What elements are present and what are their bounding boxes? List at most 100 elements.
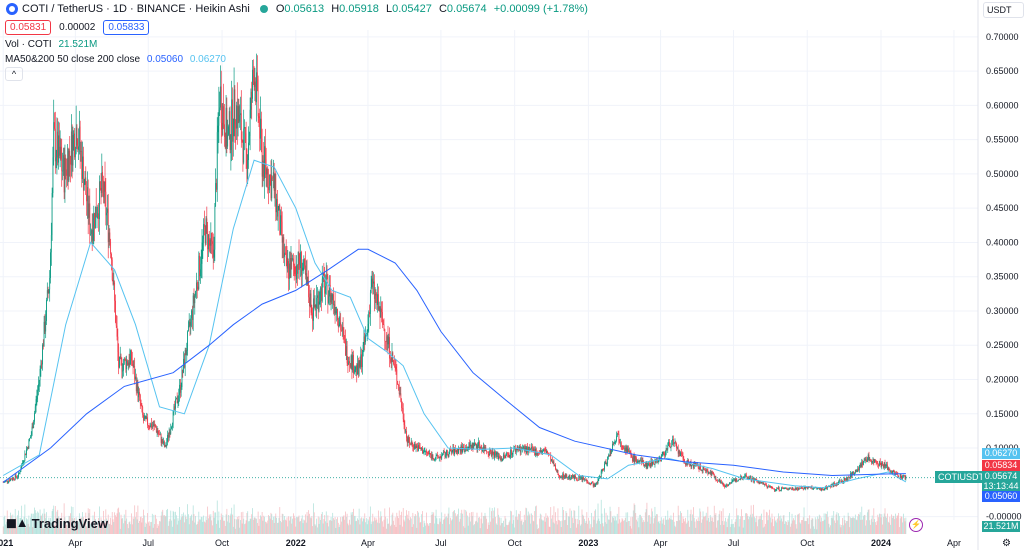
candle-body: [48, 289, 50, 293]
candle-body: [640, 459, 641, 461]
volume-bar: [363, 519, 365, 534]
volume-bar: [276, 523, 278, 534]
volume-bar: [263, 515, 265, 534]
candle-body: [475, 444, 477, 446]
volume-bar: [811, 517, 813, 534]
candle-body: [617, 433, 619, 435]
candle-body: [414, 443, 416, 449]
candle-body: [566, 474, 568, 478]
volume-bar: [460, 513, 462, 534]
candle-body: [765, 484, 767, 486]
candle-body: [651, 461, 653, 465]
candle-body: [187, 331, 188, 351]
volume-bar: [540, 514, 542, 534]
volume-bar: [14, 508, 16, 534]
ma-indicator[interactable]: MA50&200 50 close 200 close 0.05060 0.06…: [5, 54, 226, 65]
candle-body: [442, 451, 444, 454]
volume-bar: [435, 509, 437, 534]
candle-body: [822, 489, 824, 491]
candle-body: [29, 438, 31, 440]
candle-body: [378, 306, 380, 310]
volume-indicator[interactable]: Vol · COTI 21.521M: [5, 39, 98, 50]
candle-body: [559, 476, 561, 478]
candle-body: [374, 294, 376, 299]
collapse-indicators-button[interactable]: ^: [5, 67, 23, 81]
candle-body: [854, 473, 855, 475]
candle-body: [539, 450, 541, 454]
volume-bar: [748, 519, 750, 534]
candle-body: [99, 181, 100, 220]
candle-body: [88, 203, 90, 218]
candle-body: [234, 89, 236, 125]
volume-bar: [664, 515, 666, 534]
y-tick-label: 0.60000: [986, 100, 1019, 110]
volume-bar: [64, 517, 66, 534]
volume-bar: [606, 523, 608, 534]
candle-body: [636, 461, 638, 463]
volume-bar: [224, 520, 225, 534]
volume-bar: [672, 519, 673, 534]
volume-bar: [226, 508, 228, 534]
candle-body: [697, 464, 699, 468]
candle-body: [248, 136, 250, 143]
volume-bar: [61, 512, 63, 534]
candle-body: [868, 455, 870, 461]
volume-bar: [501, 523, 503, 534]
candle-body: [138, 392, 140, 398]
volume-bar: [133, 519, 135, 534]
candle-body: [870, 459, 872, 463]
volume-bar: [78, 521, 79, 534]
sell-button[interactable]: 0.05831: [5, 20, 52, 35]
symbol-title[interactable]: COTI / TetherUS · 1D · BINANCE · Heikin …: [22, 3, 250, 15]
candle-body: [891, 470, 892, 474]
currency-select[interactable]: USDT: [983, 2, 1024, 18]
candle-body: [439, 456, 441, 458]
candle-body: [639, 460, 641, 463]
volume-bar: [290, 516, 292, 534]
candle-body: [422, 447, 423, 454]
volume-bar: [66, 524, 67, 534]
candle-body: [595, 484, 597, 487]
volume-bar: [356, 520, 358, 534]
candle-body: [618, 434, 620, 443]
volume-bar: [434, 523, 435, 534]
candle-body: [421, 447, 423, 450]
gear-icon[interactable]: ⚙: [1002, 538, 1011, 549]
candle-body: [136, 382, 138, 392]
buy-button[interactable]: 0.05833: [103, 20, 150, 35]
candle-body: [773, 488, 774, 490]
candle-body: [508, 454, 510, 458]
candle-body: [314, 304, 316, 307]
candle-body: [810, 487, 811, 489]
volume-bar: [746, 513, 748, 534]
candle-body: [347, 363, 349, 365]
x-tick-label: Oct: [215, 538, 230, 548]
volume-bar: [68, 515, 70, 534]
volume-bar: [54, 505, 56, 534]
high-tag: 0.05834: [982, 460, 1020, 471]
candle-body: [737, 481, 738, 482]
volume-bar: [62, 528, 63, 534]
candle-body: [624, 448, 625, 450]
volume-bar: [406, 510, 407, 534]
volume-bar: [556, 524, 558, 534]
candle-body: [412, 443, 414, 448]
volume-bar: [8, 520, 10, 534]
candle-body: [527, 447, 529, 453]
volume-bar: [553, 506, 555, 534]
volume-bar: [93, 521, 95, 534]
candle-body: [313, 298, 315, 307]
volume-bar: [470, 521, 471, 534]
x-tick-label: Oct: [800, 538, 815, 548]
candle-body: [581, 477, 583, 481]
candle-body: [666, 448, 668, 450]
flash-icon[interactable]: ⚡: [909, 518, 923, 532]
candle-body: [673, 442, 675, 445]
candle-body: [176, 397, 178, 403]
volume-bar: [806, 521, 807, 534]
candle-body: [178, 395, 180, 401]
volume-bar: [107, 514, 109, 534]
volume-bar: [829, 527, 831, 534]
volume-bar: [888, 522, 890, 534]
